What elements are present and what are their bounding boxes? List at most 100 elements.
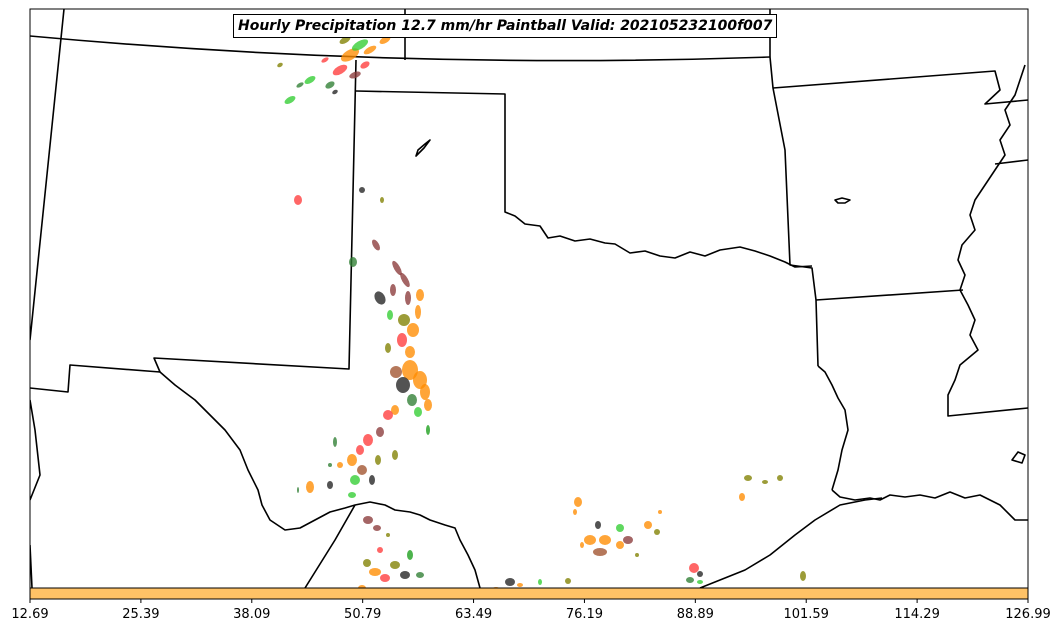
paintball-blob — [777, 475, 783, 481]
paintball-blob — [294, 195, 302, 205]
colorbar-tick-label: 101.59 — [783, 607, 829, 622]
paintball-blob — [644, 521, 652, 529]
paintball-blob — [416, 289, 424, 301]
paintball-blob — [565, 578, 571, 584]
paintball-blob — [744, 475, 752, 481]
colorbar-tick-label: 126.99 — [1005, 607, 1051, 622]
paintball-blob — [333, 437, 337, 447]
paintball-blob — [402, 360, 418, 380]
paintball-blob — [593, 548, 607, 556]
paintball-blob — [505, 578, 515, 586]
paintball-blob — [407, 323, 419, 337]
paintball-blob — [304, 76, 316, 84]
paintball-blob — [405, 291, 411, 305]
paintball-blob — [363, 434, 373, 446]
paintball-blob — [415, 305, 421, 319]
paintball-blob — [616, 524, 624, 532]
paintball-blob — [800, 571, 806, 581]
paintball-blob — [599, 535, 611, 545]
colorbar-ticks — [29, 599, 1029, 603]
paintball-blob — [306, 481, 314, 493]
colorbar-tick-label: 63.49 — [454, 607, 493, 622]
plot-frame — [29, 8, 1029, 589]
state-borders — [30, 9, 1028, 588]
colorbar-tick-label: 76.19 — [565, 607, 604, 622]
paintball-blob — [372, 239, 380, 251]
paintball-blob — [357, 465, 367, 475]
paintball-blob — [375, 455, 381, 465]
paintball-blob — [332, 89, 338, 95]
paintball-blob — [349, 257, 357, 267]
paintball-blob — [369, 568, 381, 576]
paintball-blob — [538, 579, 542, 585]
paintball-blob — [396, 377, 410, 393]
paintball-blob — [623, 536, 633, 544]
paintball-blob — [332, 64, 348, 76]
paintball-blob — [391, 405, 399, 415]
paintball-blob — [374, 291, 386, 305]
colorbar-tick-label: 12.69 — [11, 607, 49, 622]
colorbar-tick-label: 50.79 — [344, 607, 382, 622]
paintball-blob — [424, 399, 432, 411]
paintball-blob — [277, 62, 283, 68]
paintball-blob — [414, 407, 422, 417]
paintball-blob — [689, 563, 699, 573]
paintball-blob — [379, 36, 391, 44]
paintball-blob — [358, 585, 366, 588]
paintball-blob — [297, 487, 299, 493]
paintball-blob — [407, 394, 417, 406]
paintball-blob — [356, 445, 364, 455]
paintball-blob — [697, 580, 703, 584]
paintball-blob — [383, 410, 393, 420]
paintball-blob — [369, 475, 375, 485]
paintball-blob — [739, 493, 745, 501]
paintball-blob — [376, 427, 384, 437]
paintball-blob — [407, 550, 413, 560]
paintball-blob — [420, 384, 430, 400]
paintball-blob — [380, 574, 390, 582]
paintball-blob — [616, 541, 624, 549]
paintball-blob — [392, 450, 398, 460]
paintball-blob — [337, 462, 343, 468]
paintball-blob — [386, 533, 390, 537]
paintball-blob — [363, 559, 371, 567]
colorbar-tick-label: 38.09 — [233, 607, 271, 622]
paintball-blob — [363, 45, 377, 55]
paintball-blob — [762, 480, 768, 484]
colorbar-tick-label: 25.39 — [122, 607, 160, 622]
paintball-blob — [405, 346, 415, 358]
paintball-blob — [347, 454, 357, 466]
colorbar-tick-label: 114.29 — [894, 607, 940, 622]
paintball-blob — [584, 535, 596, 545]
paintball-blob — [349, 71, 361, 79]
paintball-blob — [359, 187, 365, 193]
map-title: Hourly Precipitation 12.7 mm/hr Paintbal… — [233, 14, 778, 38]
paintball-blob — [321, 57, 329, 63]
paintball-blob — [387, 310, 393, 320]
paintball-blob — [373, 525, 381, 531]
paintball-blob — [426, 425, 430, 435]
paintball-blob — [377, 547, 383, 553]
paintball-blob — [392, 260, 402, 276]
paintball-blob — [360, 61, 370, 69]
paintball-blob — [328, 463, 332, 467]
paintball-blob — [574, 497, 582, 507]
paintball-blob — [350, 475, 360, 485]
paintball-blob — [348, 492, 356, 498]
paintball-blob — [390, 366, 402, 378]
paintball-blob — [325, 81, 335, 89]
colorbar-tick-label: 88.89 — [676, 607, 714, 622]
paintball-blob — [400, 571, 410, 579]
paintball-blob — [654, 529, 660, 535]
paintball-blob — [398, 314, 410, 326]
paintball-blob — [390, 284, 396, 296]
paintball-blob — [327, 481, 333, 489]
paintball-blob — [296, 82, 304, 88]
paintball-blob — [658, 510, 662, 514]
paintball-blob — [390, 561, 400, 569]
paintball-blob — [635, 553, 639, 557]
paintball-blob — [400, 272, 410, 288]
paintball-blob — [580, 542, 584, 548]
paintball-blob — [385, 343, 391, 353]
